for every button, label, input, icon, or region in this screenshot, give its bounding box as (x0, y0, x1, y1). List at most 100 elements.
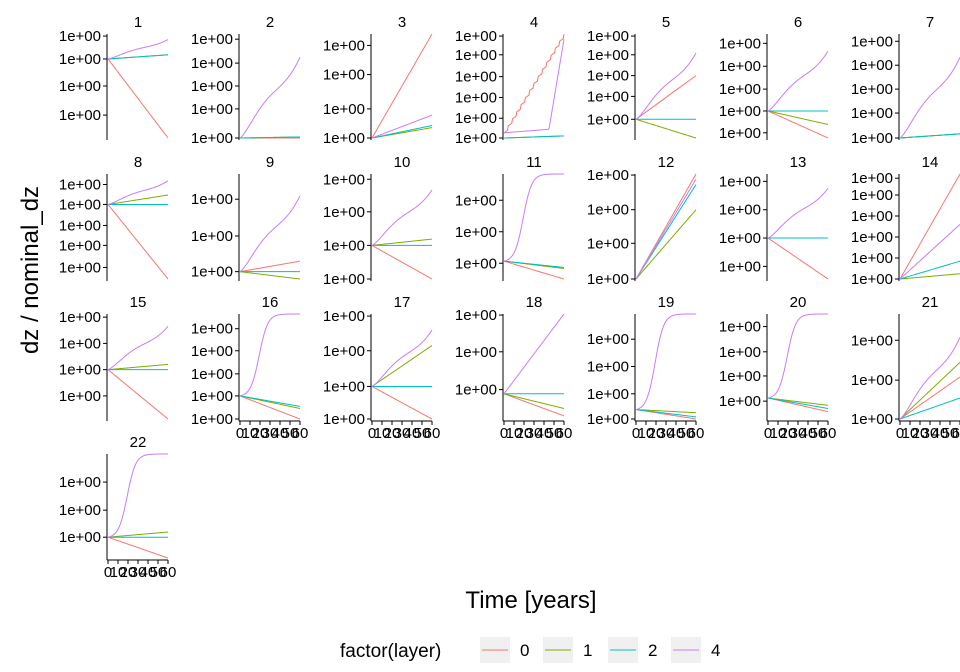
y-tick-label: 1e+00 (191, 321, 233, 338)
y-tick-label: 1e+00 (587, 411, 629, 428)
y-tick-label: 1e+00 (587, 111, 629, 128)
series-line-layer-0 (767, 110, 829, 139)
series-line-layer-1 (107, 363, 169, 371)
x-tick-label: 60 (556, 425, 573, 442)
series-line-layer-1 (107, 194, 169, 205)
series-line-layer-1 (503, 393, 565, 409)
series-line-layer-2 (503, 135, 565, 139)
x-tick-label: 50 (810, 425, 827, 442)
facet-title: 16 (262, 294, 279, 311)
x-tick-label: 0 (764, 425, 772, 442)
legend-title: factor(layer) (340, 641, 441, 662)
series-line-layer-2 (239, 395, 301, 407)
facet-panel: 2 1e+00 1e+00 1e+00 1e+00 1e+00 (191, 14, 301, 147)
facet-panel: 10 1e+00 1e+00 1e+00 1e+00 (323, 154, 433, 288)
facet-title: 6 (794, 14, 802, 31)
x-axis-label: Time [years] (465, 587, 596, 614)
series-line-layer-4 (635, 313, 696, 411)
x-tick-label: 10 (902, 425, 919, 442)
series-line-layer-2 (767, 397, 829, 409)
y-tick-label: 1e+00 (191, 31, 233, 48)
series-line-layer-1 (239, 271, 301, 280)
legend-label: 2 (648, 641, 657, 660)
y-tick-label: 1e+00 (323, 101, 365, 118)
series-line-layer-0 (503, 33, 565, 134)
series-line-layer-4 (767, 187, 829, 239)
y-tick-label: 1e+00 (59, 177, 101, 194)
y-tick-label: 1e+00 (59, 309, 101, 326)
y-tick-label: 1e+00 (719, 173, 761, 190)
x-tick-label: 10 (770, 425, 787, 442)
series-line-layer-4 (239, 195, 301, 273)
series-line-layer-0 (371, 33, 433, 139)
x-tick-label: 30 (130, 564, 147, 581)
series-line-layer-1 (767, 110, 829, 125)
y-tick-label: 1e+00 (455, 344, 497, 361)
facet-panel: 7 1e+00 1e+00 1e+00 1e+00 1e+00 (851, 14, 960, 147)
y-tick-label: 1e+00 (59, 388, 101, 405)
series-line-layer-4 (503, 173, 564, 262)
y-tick-label: 1e+00 (59, 196, 101, 213)
y-tick-label: 1e+00 (719, 368, 761, 385)
series-line-layer-1 (107, 531, 169, 538)
series-line-layer-0 (503, 393, 565, 417)
series-line-layer-1 (635, 409, 697, 414)
series-line-layer-1 (371, 345, 433, 387)
y-tick-label: 1e+00 (59, 28, 101, 45)
x-tick-label: 0 (632, 425, 640, 442)
x-tick-label: 40 (932, 425, 949, 442)
series-line-layer-0 (371, 244, 433, 280)
series-line-layer-2 (503, 260, 565, 268)
x-tick-label: 40 (140, 564, 157, 581)
series-line-layer-0 (371, 386, 433, 420)
y-tick-label: 1e+00 (587, 88, 629, 105)
y-tick-label: 1e+00 (455, 47, 497, 64)
facet-title: 5 (662, 14, 670, 31)
series-line-layer-4 (107, 180, 169, 205)
x-tick-label: 60 (160, 564, 177, 581)
series-line-layer-2 (899, 397, 960, 420)
y-tick-label: 1e+00 (191, 78, 233, 95)
y-tick-label: 1e+00 (323, 37, 365, 54)
y-tick-label: 1e+00 (851, 229, 893, 246)
y-tick-label: 1e+00 (59, 78, 101, 95)
facet-title: 13 (790, 154, 807, 171)
facet-panel: 6 1e+00 1e+00 1e+00 1e+00 1e+00 (719, 14, 829, 142)
x-tick-label: 50 (942, 425, 959, 442)
x-tick-label: 40 (668, 425, 685, 442)
x-tick-label: 20 (384, 425, 401, 442)
y-tick-label: 1e+00 (191, 264, 233, 281)
series-line-layer-0 (767, 237, 829, 280)
y-tick-label: 1e+00 (455, 89, 497, 106)
y-tick-label: 1e+00 (587, 167, 629, 184)
series-line-layer-0 (503, 260, 565, 280)
y-tick-label: 1e+00 (719, 81, 761, 98)
series-line-layer-4 (107, 326, 169, 371)
series-line-layer-4 (899, 224, 960, 280)
y-tick-label: 1e+00 (455, 224, 497, 241)
x-tick-label: 60 (688, 425, 705, 442)
facet-panel: 11 1e+00 1e+00 1e+00 (455, 154, 565, 281)
x-tick-label: 40 (272, 425, 289, 442)
y-tick-label: 1e+00 (851, 187, 893, 204)
y-tick-label: 1e+00 (59, 502, 101, 519)
y-tick-label: 1e+00 (191, 228, 233, 245)
x-tick-label: 60 (952, 425, 960, 442)
y-tick-label: 1e+00 (587, 386, 629, 403)
y-tick-label: 1e+00 (719, 319, 761, 336)
y-tick-label: 1e+00 (323, 343, 365, 360)
series-line-layer-1 (899, 273, 960, 280)
y-tick-label: 1e+00 (851, 105, 893, 122)
y-tick-label: 1e+00 (59, 259, 101, 276)
y-tick-label: 1e+00 (587, 359, 629, 376)
y-tick-label: 1e+00 (191, 191, 233, 208)
facet-title: 18 (526, 294, 543, 311)
y-tick-label: 1e+00 (455, 382, 497, 399)
y-tick-label: 1e+00 (851, 208, 893, 225)
series-line-layer-4 (371, 189, 433, 246)
series-line-layer-1 (767, 397, 829, 406)
series-line-layer-0 (767, 397, 829, 413)
x-tick-label: 20 (252, 425, 269, 442)
